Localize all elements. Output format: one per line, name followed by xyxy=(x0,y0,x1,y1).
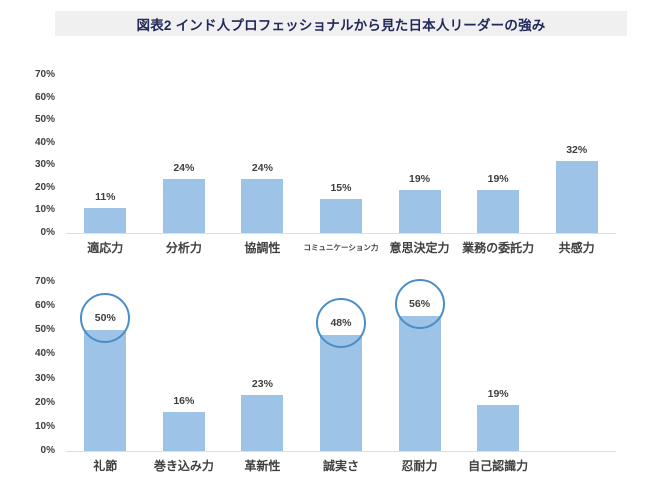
category-label: 適応力 xyxy=(87,241,124,255)
value-label: 19% xyxy=(409,173,431,185)
value-label: 23% xyxy=(251,378,273,390)
bar xyxy=(84,208,127,233)
figure-title-bar: 図表2 インド人プロフェッショナルから見た日本人リーダーの強み xyxy=(55,11,627,36)
y-axis-tick-label: 20% xyxy=(34,396,55,408)
y-axis-tick-label: 50% xyxy=(34,324,55,336)
category-label: 誠実さ xyxy=(322,459,359,473)
value-label: 48% xyxy=(330,317,352,329)
category-label: 業務の委託力 xyxy=(462,241,535,255)
y-axis-tick-label: 40% xyxy=(34,348,55,360)
bar xyxy=(477,190,520,233)
bar xyxy=(477,405,520,451)
category-label: 忍耐力 xyxy=(401,459,438,473)
highlight-circle xyxy=(315,298,366,348)
x-axis-baseline xyxy=(66,451,616,452)
value-label: 32% xyxy=(566,144,588,156)
y-axis-tick-label: 60% xyxy=(34,91,55,103)
category-label: 革新性 xyxy=(244,459,281,473)
y-axis-tick-label: 20% xyxy=(34,181,55,193)
value-label: 24% xyxy=(173,162,195,174)
y-axis-tick-label: 0% xyxy=(40,227,55,238)
category-label: 礼節 xyxy=(93,459,118,473)
y-axis-tick-label: 10% xyxy=(34,420,55,432)
upper-bar-chart: 0% 10% 20% 30% 40% 50% 60% 70% 11% 適応力 24% 分析力 24% 協調… xyxy=(0,69,650,265)
highlight-circle xyxy=(80,293,131,343)
x-axis-baseline xyxy=(66,233,616,234)
category-label: 巻き込み力 xyxy=(153,459,214,473)
bar xyxy=(162,412,205,451)
bar xyxy=(162,179,205,233)
bar xyxy=(319,199,362,233)
category-label: 協調性 xyxy=(244,241,281,255)
bar xyxy=(398,316,441,451)
bar xyxy=(241,179,284,233)
bar xyxy=(319,335,362,451)
y-axis-tick-label: 60% xyxy=(34,300,55,312)
y-axis-tick-label: 0% xyxy=(40,445,55,456)
category-label: 意思決定力 xyxy=(389,241,450,255)
y-axis-tick-label: 70% xyxy=(34,276,55,287)
category-label: 分析力 xyxy=(165,241,202,255)
figure-title: 図表2 インド人プロフェッショナルから見た日本人リーダーの強み xyxy=(136,17,546,33)
bar xyxy=(398,190,441,233)
lower-bar-chart: 0% 10% 20% 30% 40% 50% 60% 70% 50% 礼節 16% 巻き込み力 23% 革… xyxy=(0,276,650,483)
value-label: 50% xyxy=(94,312,116,324)
category-label: コミュニケーション力 xyxy=(303,243,379,252)
y-axis-tick-label: 10% xyxy=(34,204,55,216)
value-label: 11% xyxy=(95,191,116,203)
value-label: 24% xyxy=(251,162,273,174)
value-label: 16% xyxy=(173,395,195,407)
y-axis-tick-label: 70% xyxy=(34,69,55,80)
bar xyxy=(241,395,284,451)
y-axis-tick-label: 30% xyxy=(34,372,55,384)
bar xyxy=(555,161,598,233)
bar xyxy=(84,330,127,451)
y-axis-tick-label: 40% xyxy=(34,136,55,148)
value-label: 56% xyxy=(409,298,431,310)
y-axis-tick-label: 30% xyxy=(34,159,55,171)
value-label: 15% xyxy=(330,182,352,194)
category-label: 共感力 xyxy=(558,241,595,255)
value-label: 19% xyxy=(487,173,509,185)
category-label: 自己認識力 xyxy=(468,459,529,473)
value-label: 19% xyxy=(487,388,509,400)
highlight-circle xyxy=(394,279,445,329)
y-axis-tick-label: 50% xyxy=(34,114,55,126)
